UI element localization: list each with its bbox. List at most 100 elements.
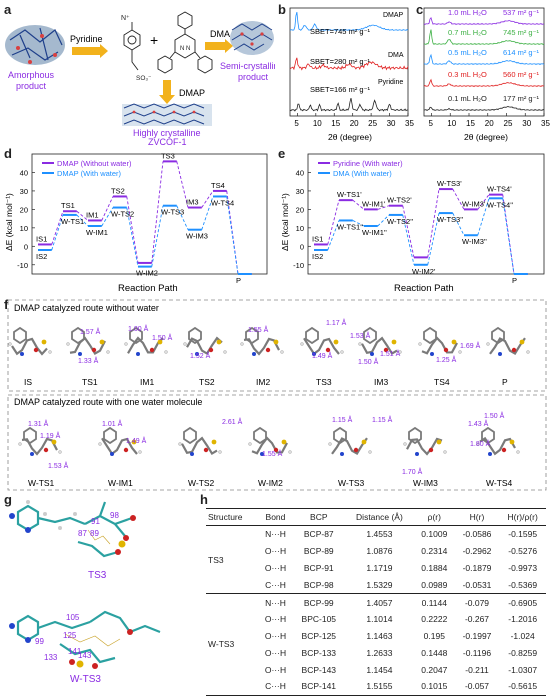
state-label: W-IM2	[136, 269, 158, 278]
y-tick-label: 40	[20, 168, 28, 177]
table-cell: BCP-91	[303, 562, 334, 573]
molecule-structure-image	[178, 426, 222, 456]
energy-connector	[377, 214, 390, 227]
energy-connector	[452, 188, 465, 210]
energy-connector	[176, 205, 189, 230]
molecule-structure-image	[240, 326, 284, 356]
state-label: W-TS2'	[387, 196, 412, 205]
table-cell: 0.1144	[421, 597, 447, 608]
bond-distance-label: 1.80 Å	[470, 439, 491, 448]
state-label: TS3	[161, 151, 175, 160]
energy-connector	[201, 190, 214, 208]
energy-connector	[477, 198, 490, 236]
x-tick-label: 15	[331, 119, 340, 128]
state-label: IS2	[312, 252, 323, 261]
bond-distance-label: 1.01 Å	[102, 419, 123, 428]
molecule-structure-image	[183, 326, 227, 356]
pxrd-curve-4	[423, 105, 545, 112]
bond-distance-label: 1.33 Å	[78, 356, 99, 365]
bond-distance-label: 1.51 Å	[380, 349, 401, 358]
molecule-structure-image	[358, 326, 402, 356]
x-tick-label: 35	[541, 119, 550, 128]
panel-h-table-container: Structure Bond BCP Distance (Å) ρ(r) H(r) H(r)…	[206, 508, 546, 696]
energy-connector	[126, 196, 139, 263]
legend-label: DMA (With water)	[333, 169, 392, 178]
bond-distance-label: 2.61 Å	[222, 417, 243, 426]
table-cell: O···H	[264, 647, 287, 658]
structure-label: IM1	[140, 377, 154, 387]
pxrd-curve-2	[423, 53, 545, 66]
table-header-cell: H(r)/ρ(r)	[507, 512, 538, 522]
panel-e-ylabel: ΔE (kcal mol⁻¹)	[280, 193, 290, 251]
table-cell: 1.1014	[366, 614, 393, 625]
g-wts3-label: W-TS3	[70, 674, 101, 685]
panel-b-frame	[289, 7, 409, 117]
panel-b-sbet-3: SBET=166 m² g⁻¹	[310, 85, 371, 94]
panel-c-frame	[423, 7, 545, 117]
semicrystalline-label-2: product	[238, 72, 269, 82]
highly-crystalline-label: Highly crystalline	[133, 128, 201, 138]
surface-area-label: 745 m² g⁻¹	[503, 28, 540, 37]
y-tick-label: 20	[296, 205, 304, 214]
table-cell: BCP-141	[301, 681, 337, 692]
bond-distance-label: 1.50 Å	[484, 411, 505, 420]
table-cell: -0.079	[464, 597, 490, 608]
energy-connector	[51, 211, 64, 245]
energy-connector	[452, 212, 465, 236]
state-label: W-IM3'	[462, 199, 486, 208]
panel-d-xlabel: Reaction Path	[118, 283, 178, 294]
panel-c-pxrd-chart: 5 10 15 20 25 30 35 1.0 mL H₂O 537 m² g⁻¹ 0.7 mL…	[423, 7, 550, 142]
y-tick-label: 0	[24, 242, 28, 251]
dmap-arrow-label: DMAP	[179, 88, 205, 98]
energy-connector	[402, 205, 415, 258]
molecule-structure-image	[248, 426, 292, 456]
state-label: IS1	[312, 234, 323, 243]
structure-cell: TS3	[208, 554, 224, 565]
svg-text:N⁺: N⁺	[121, 15, 130, 22]
table-cell: -0.0531	[462, 579, 492, 590]
panel-d-ylabel: ΔE (kcal mol⁻¹)	[4, 193, 14, 251]
state-label: IS1	[36, 234, 47, 243]
bond-distance-label: 1.55 Å	[248, 325, 269, 334]
panel-b-reagent-pyridine: Pyridine	[378, 79, 403, 86]
bond-distance-label: 1.53 Å	[350, 331, 371, 340]
state-label: P	[236, 276, 241, 285]
molecule-structure-image	[300, 326, 344, 356]
table-cell: BPC-105	[301, 614, 337, 625]
table-cell: 0.1009	[421, 529, 448, 540]
g-top-num-98: 98	[110, 511, 119, 520]
bond-distance-label: 1.43 Å	[468, 419, 489, 428]
y-tick-label: -10	[17, 261, 28, 270]
table-header-cell: H(r)	[469, 512, 485, 522]
energy-connector	[377, 205, 390, 210]
bond-distance-label: 1.17 Å	[326, 318, 347, 327]
g-bot-num-133: 133	[44, 653, 58, 662]
bond-distance-label: 1.19 Å	[40, 431, 61, 440]
semicrystalline-structure-image	[230, 21, 274, 55]
x-tick-label: 20	[350, 119, 359, 128]
panel-b-pxrd-chart: 5 10 15 20 25 30 35 SBET=745 m² g⁻¹ SBET=280 m…	[289, 7, 414, 142]
table-cell: 0.0989	[421, 579, 448, 590]
molecule-structure-image	[328, 426, 372, 456]
table-cell: -0.9973	[508, 562, 538, 573]
energy-connector	[76, 214, 89, 227]
panel-d-energy-profile: ΔE (kcal mol⁻¹) 40 30 20 10 0 -10 IS1 IS2 TS1 W-…	[4, 151, 268, 294]
table-cell: 0.1448	[421, 647, 448, 658]
table-cell: -0.211	[465, 664, 489, 675]
semicrystalline-label: Semi-crystalline	[220, 61, 275, 71]
molecule-structure-image	[476, 426, 520, 456]
state-label: W-TS3'	[437, 179, 462, 188]
table-row: O···H BCP-125 1.1463 0.195 -0.1997 -1.024	[206, 628, 546, 645]
x-tick-label: 20	[485, 119, 494, 128]
table-cell: 1.1719	[366, 562, 393, 573]
bond-distance-label: 1.49 Å	[312, 351, 333, 360]
state-label: W-IM3	[186, 232, 208, 241]
y-tick-label: 10	[20, 224, 28, 233]
table-cell: BCP-133	[301, 647, 337, 658]
state-label: W-TS4'	[487, 185, 512, 194]
table-row: O···H BCP-133 1.2633 0.1448 -0.1196 -0.8259	[206, 644, 546, 661]
energy-connector	[76, 210, 89, 221]
structure-label: W-TS4	[486, 478, 513, 488]
bond-distance-label: 1.25 Å	[436, 355, 457, 364]
table-cell: -0.1879	[462, 562, 492, 573]
